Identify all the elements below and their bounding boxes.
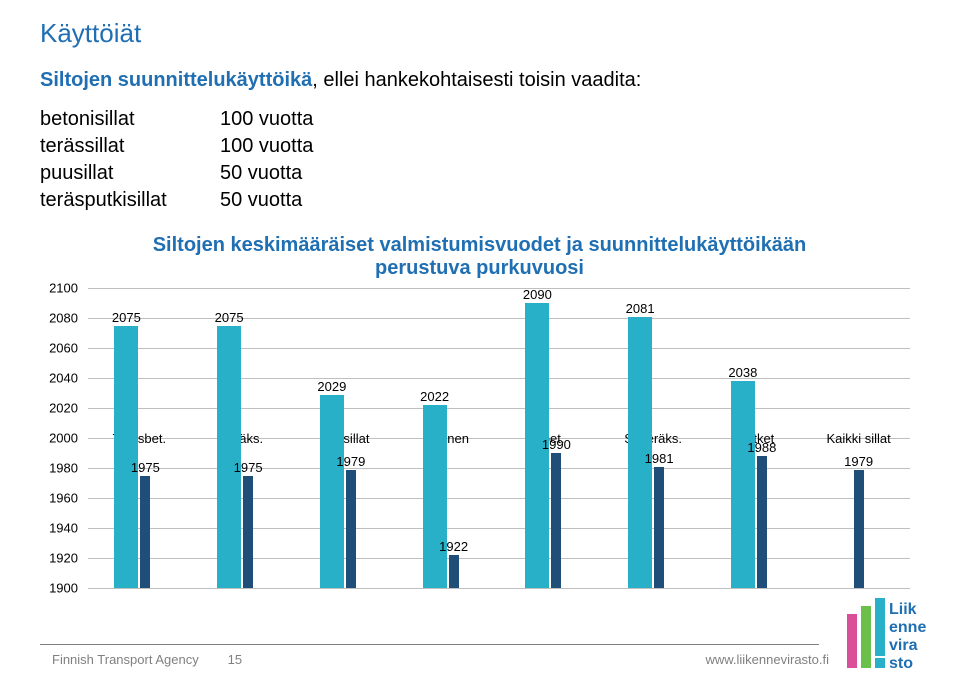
svg-text:sto: sto [889, 655, 913, 672]
y-tick-label: 2020 [49, 401, 78, 416]
value-label-series1: 2075 [112, 310, 141, 325]
y-tick-label: 2040 [49, 371, 78, 386]
bar-series2 [654, 467, 664, 589]
chart-title: Siltojen keskimääräiset valmistumisvuode… [130, 234, 830, 280]
definition-list: betonisillat100 vuottaterässillat100 vuo… [40, 108, 919, 212]
y-tick-label: 1960 [49, 491, 78, 506]
category-label: Kaikki sillat [807, 431, 910, 446]
bar-series1 [320, 395, 344, 589]
bar-series1 [423, 405, 447, 588]
value-label-series2: 1981 [645, 451, 674, 466]
definition-term: teräsputkisillat [40, 189, 220, 212]
y-tick-label: 1900 [49, 581, 78, 596]
plot-area: Teräsbet. 2075 1975 Teräks. 2075 1975 Puusilla… [88, 288, 910, 588]
category-group: Jbet.20901990 [499, 288, 602, 588]
category-label: Teräks. [191, 431, 294, 446]
y-tick-label: 1920 [49, 551, 78, 566]
category-group: Teräsbet. 2075 1975 [88, 288, 191, 588]
category-group: Putket20381988 [705, 288, 808, 588]
gridline [88, 588, 910, 589]
category-label: Kivinen [396, 431, 499, 446]
category-group: Teräks. 2075 1975 [191, 288, 294, 588]
svg-text:Liik: Liik [889, 601, 917, 618]
category-label: Sk.teräks. [602, 431, 705, 446]
y-tick-label: 2060 [49, 341, 78, 356]
category-group: Puusillat 2029 1979 [294, 288, 397, 588]
bar-series2 [346, 470, 356, 589]
footer-url: www.liikennevirasto.fi [705, 652, 829, 667]
y-tick-label: 1980 [49, 461, 78, 476]
value-label-series1: 2022 [420, 389, 449, 404]
footer-left: Finnish Transport Agency 15 [52, 652, 242, 667]
y-tick-label: 2080 [49, 311, 78, 326]
category-group: Sk.teräks. 2081 1981 [602, 288, 705, 588]
value-label-series1: 2090 [523, 287, 552, 302]
bar-series2 [243, 476, 253, 589]
value-label-series2: 1975 [131, 460, 160, 475]
bar-series1 [217, 326, 241, 589]
value-label-series1: 2075 [215, 310, 244, 325]
svg-text:vira: vira [889, 637, 918, 654]
definition-term: puusillat [40, 162, 220, 185]
subtitle-rest: , ellei hankekohtaisesti toisin vaadita: [312, 69, 641, 91]
page-title: Käyttöiät [40, 18, 919, 49]
value-label-series2: 1979 [336, 454, 365, 469]
value-label-series2: 1979 [844, 454, 873, 469]
definition-value: 100 vuotta [220, 135, 919, 158]
footer-agency: Finnish Transport Agency [52, 652, 199, 667]
category-label: Puusillat [294, 431, 397, 446]
definition-value: 50 vuotta [220, 162, 919, 185]
definition-term: betonisillat [40, 108, 220, 131]
bar-series2 [140, 476, 150, 589]
value-label-series1: 2081 [626, 301, 655, 316]
value-label-series2: 1990 [542, 437, 571, 452]
category-label: Teräsbet. [88, 431, 191, 446]
bar-series2 [551, 453, 561, 588]
value-label-series2: 1975 [234, 460, 263, 475]
svg-text:enne: enne [889, 619, 926, 636]
value-label-series2: 1922 [439, 539, 468, 554]
y-tick-label: 1940 [49, 521, 78, 536]
bar-series2 [449, 555, 459, 588]
y-tick-label: 2100 [49, 281, 78, 296]
footer: Finnish Transport Agency 15 www.liikenne… [0, 644, 959, 678]
category-group: Kaikki sillat 1979 [807, 288, 910, 588]
bar-series1 [114, 326, 138, 589]
footer-divider [40, 644, 819, 645]
value-label-series1: 2029 [317, 379, 346, 394]
y-tick-label: 2000 [49, 431, 78, 446]
bar-series2 [757, 456, 767, 588]
subtitle-bold: Siltojen suunnittelukäyttöikä [40, 69, 312, 91]
definition-value: 100 vuotta [220, 108, 919, 131]
value-label-series2: 1988 [747, 440, 776, 455]
definition-value: 50 vuotta [220, 189, 919, 212]
chart: 1900192019401960198020002020204020602080… [40, 288, 910, 588]
chart-subtitle: Siltojen suunnittelukäyttöikä, ellei han… [40, 69, 919, 92]
value-label-series1: 2038 [728, 365, 757, 380]
footer-page-number: 15 [228, 652, 242, 667]
y-axis-labels: 1900192019401960198020002020204020602080… [40, 288, 84, 588]
category-group: Kivinen 2022 1922 [396, 288, 499, 588]
logo: Liik enne vira sto [841, 594, 937, 684]
definition-term: terässillat [40, 135, 220, 158]
bar-series1 [731, 381, 755, 588]
bar-series2 [854, 470, 864, 589]
